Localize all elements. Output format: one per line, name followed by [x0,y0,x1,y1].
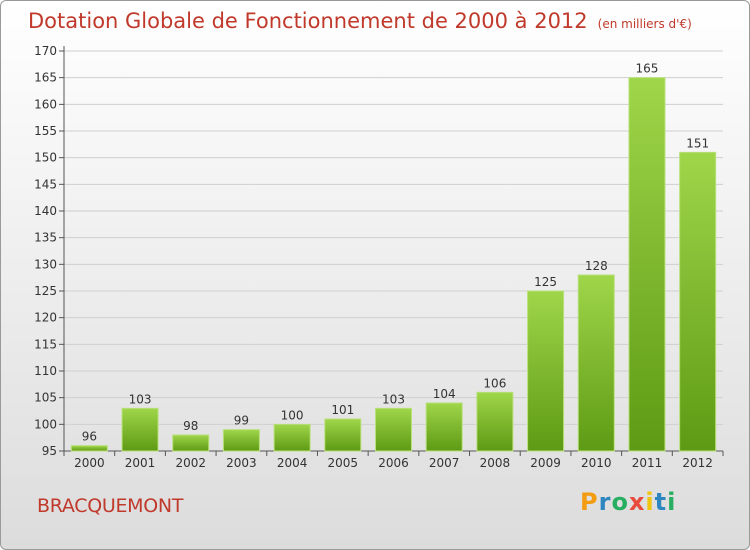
bar-2000 [70,445,108,452]
data-label-2010: 128 [585,259,608,273]
y-tick-label: 110 [34,364,57,378]
data-label-2000: 96 [82,430,97,444]
data-label-2005: 101 [331,403,354,417]
data-label-2012: 151 [686,136,709,150]
bar-2008 [476,391,514,452]
logo-letter: i [645,488,655,516]
y-tick-label: 105 [34,391,57,405]
data-label-2007: 104 [433,387,456,401]
data-label-2002: 98 [183,419,198,433]
x-tick-label-2010: 2010 [581,456,612,470]
bars [70,77,717,452]
bar-2001 [121,407,159,452]
logo-letter: i [667,488,677,516]
logo-letter: r [598,488,612,516]
x-tick-label-2002: 2002 [175,456,206,470]
x-tick-labels: 2000 2001 2002 2003 2004 2005 2006 2007 2008 2009… [63,451,724,470]
logo-letter: o [611,488,629,516]
data-label-2003: 99 [234,414,249,428]
chart-subtitle: (en milliers d'€) [597,17,692,31]
bar-2005 [324,418,362,452]
y-tick-label: 150 [34,151,57,165]
y-tick-label: 165 [34,71,57,85]
x-tick-label-2011: 2011 [632,456,663,470]
y-tick-label: 100 [34,417,57,431]
y-tick-label: 140 [34,204,57,218]
y-tick-label: 170 [34,44,57,58]
data-label-2011: 165 [636,62,659,76]
y-tick-label: 120 [34,311,57,325]
x-tick-label-2001: 2001 [125,456,156,470]
proxiti-logo: Proxiti [580,488,676,516]
logo-letter: x [628,488,646,516]
y-tick-label: 155 [34,124,57,138]
y-tick-label: 115 [34,337,57,351]
y-tick-label: 130 [34,257,57,271]
x-tick-label-2007: 2007 [429,456,460,470]
data-labels: 96 103 98 99 100 101 103 104 106 125 128 165 151 [82,62,709,444]
axes [63,46,723,452]
bar-2010 [577,274,615,452]
data-label-2001: 103 [129,392,152,406]
chart-title: Dotation Globale de Fonctionnement de 20… [28,9,692,33]
x-tick-label-2005: 2005 [328,456,359,470]
y-tick-label: 135 [34,231,57,245]
y-tick-label: 160 [34,97,57,111]
grid-lines [59,50,723,452]
chart-title-text: Dotation Globale de Fonctionnement de 20… [28,9,588,33]
bar-2002 [172,434,210,452]
bar-2004 [273,423,311,452]
x-tick-label-2003: 2003 [226,456,257,470]
data-label-2006: 103 [382,392,405,406]
bar-2007 [425,402,463,452]
bar-2009 [527,290,565,452]
y-tick-label: 95 [42,444,57,458]
bar-2006 [375,407,412,452]
bar-2003 [222,429,260,452]
y-tick-label: 125 [34,284,57,298]
x-tick-label-2006: 2006 [378,456,409,470]
x-tick-label-2008: 2008 [480,456,511,470]
logo-letter: t [654,488,668,516]
bar-2011 [628,77,666,452]
logo-letter: P [580,488,599,516]
data-label-2008: 106 [483,376,506,390]
town-name: BRACQUEMONT [37,495,184,517]
x-tick-label-2009: 2009 [530,456,561,470]
x-tick-label-2000: 2000 [74,456,105,470]
y-tick-label: 145 [34,177,57,191]
data-label-2004: 100 [281,408,304,422]
data-label-2009: 125 [534,275,557,289]
x-tick-label-2012: 2012 [682,456,713,470]
x-tick-label-2004: 2004 [277,456,308,470]
bar-2012 [679,151,717,452]
y-tick-labels: 95 100 105 110 115 120 125 130 135 140 145 150 155 16… [34,44,57,458]
